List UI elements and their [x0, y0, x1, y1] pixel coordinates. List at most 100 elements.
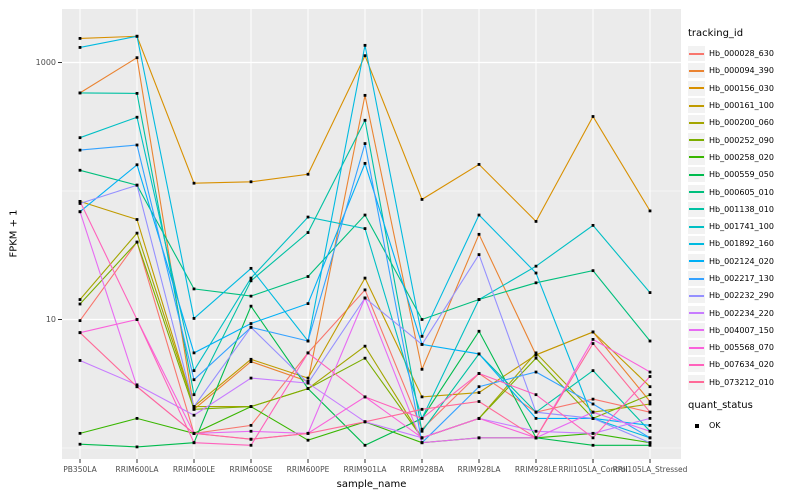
- legend-key-line: [689, 242, 704, 245]
- legend-item-Hb_002234_220: Hb_002234_220: [688, 304, 798, 321]
- data-point: [135, 56, 139, 60]
- legend-item-Hb_005568_070: Hb_005568_070: [688, 339, 798, 356]
- legend-item-Hb_000200_060: Hb_000200_060: [688, 114, 798, 131]
- data-point: [363, 395, 367, 399]
- legend-key-swatch: [688, 219, 705, 235]
- data-point: [192, 378, 196, 382]
- data-point: [306, 339, 310, 343]
- data-point: [135, 231, 139, 235]
- legend-item-Hb_000161_100: Hb_000161_100: [688, 97, 798, 114]
- data-point: [135, 218, 139, 221]
- data-point: [420, 334, 424, 338]
- data-point: [78, 442, 82, 446]
- data-point: [363, 213, 367, 217]
- data-point: [249, 443, 253, 447]
- data-point: [648, 402, 652, 406]
- data-point: [420, 416, 424, 420]
- data-point: [591, 338, 595, 341]
- data-point: [192, 407, 196, 411]
- y-tick-label-1000: 1000: [35, 57, 56, 67]
- data-point: [249, 304, 253, 308]
- data-point: [648, 375, 652, 378]
- data-point: [477, 213, 481, 217]
- legend-item-OK: OK: [688, 417, 798, 434]
- data-point: [363, 227, 367, 230]
- data-point: [135, 445, 139, 449]
- data-point: [192, 413, 196, 417]
- data-point: [192, 181, 196, 185]
- data-point: [363, 420, 367, 424]
- data-point: [192, 351, 196, 355]
- x-tick-label-RRIM928LE: RRIM928LE: [514, 465, 558, 474]
- data-point: [534, 416, 538, 420]
- data-point: [648, 443, 652, 447]
- legend-items: Hb_000028_630 Hb_000094_390 Hb_000156_030 H…: [688, 45, 798, 391]
- data-point: [534, 353, 538, 357]
- data-point: [135, 163, 139, 167]
- legend-key-line: [689, 191, 704, 194]
- data-point: [306, 172, 310, 176]
- data-point: [648, 393, 652, 397]
- data-point: [363, 288, 367, 292]
- data-point: [306, 351, 310, 355]
- legend-tracking-id: tracking_id Hb_000028_630 Hb_000094_390 Hb…: [688, 28, 798, 391]
- data-point: [306, 231, 310, 234]
- legend-key-line: [689, 121, 704, 124]
- data-point: [306, 215, 310, 219]
- data-point: [534, 393, 538, 397]
- legend-item-label: Hb_000156_030: [709, 83, 774, 93]
- data-point: [477, 163, 481, 166]
- data-point: [648, 291, 652, 294]
- legend-key-line: [689, 225, 704, 228]
- data-point: [306, 275, 310, 278]
- legend-key-line: [689, 346, 704, 349]
- data-point: [477, 385, 481, 389]
- data-point: [78, 136, 82, 140]
- data-point: [591, 416, 595, 420]
- data-point: [591, 397, 595, 401]
- legend-key-swatch: [688, 63, 705, 79]
- data-point: [135, 91, 139, 95]
- data-point: [78, 302, 82, 306]
- legend-item-Hb_000605_010: Hb_000605_010: [688, 183, 798, 200]
- data-point: [591, 223, 595, 227]
- legend-key-line: [689, 104, 704, 107]
- legend-item-label: Hb_002232_290: [709, 291, 774, 301]
- x-tick-label-RRIM600LA: RRIM600LA: [115, 465, 159, 474]
- legend-key-swatch: [688, 271, 705, 286]
- data-point: [192, 405, 196, 408]
- data-point: [363, 142, 367, 145]
- data-point: [363, 276, 367, 280]
- legend-item-Hb_000258_020: Hb_000258_020: [688, 149, 798, 166]
- data-point: [648, 410, 652, 414]
- data-point: [249, 322, 253, 325]
- data-point: [78, 148, 82, 152]
- legend-key-line: [689, 277, 704, 280]
- data-point: [249, 376, 253, 380]
- data-point: [534, 356, 538, 360]
- legend-item-label: Hb_004007_150: [709, 325, 774, 335]
- data-point: [363, 118, 367, 122]
- legend-item-label: Hb_002124_020: [709, 256, 774, 266]
- legend-key-swatch: [688, 357, 705, 373]
- legend-item-label: Hb_000559_050: [709, 170, 774, 180]
- data-point: [249, 325, 253, 329]
- data-point: [648, 370, 652, 374]
- legend-key-line: [689, 363, 704, 366]
- legend2-title: quant_status: [688, 400, 753, 411]
- legend-item-label: Hb_000258_020: [709, 152, 774, 162]
- legend-item-label: Hb_007634_020: [709, 360, 774, 370]
- data-point: [135, 385, 139, 389]
- data-point: [78, 199, 82, 203]
- data-point: [648, 423, 652, 427]
- data-point: [648, 436, 652, 440]
- x-tick-label-RRIM600LE: RRIM600LE: [172, 465, 216, 474]
- legend-item-label: Hb_001741_100: [709, 222, 774, 232]
- data-point: [591, 342, 595, 345]
- legend-title: tracking_id: [688, 28, 744, 39]
- legend-key-line: [689, 329, 704, 332]
- y-tick-label-10: 10: [45, 314, 56, 324]
- data-point: [534, 370, 538, 374]
- data-point: [591, 402, 595, 406]
